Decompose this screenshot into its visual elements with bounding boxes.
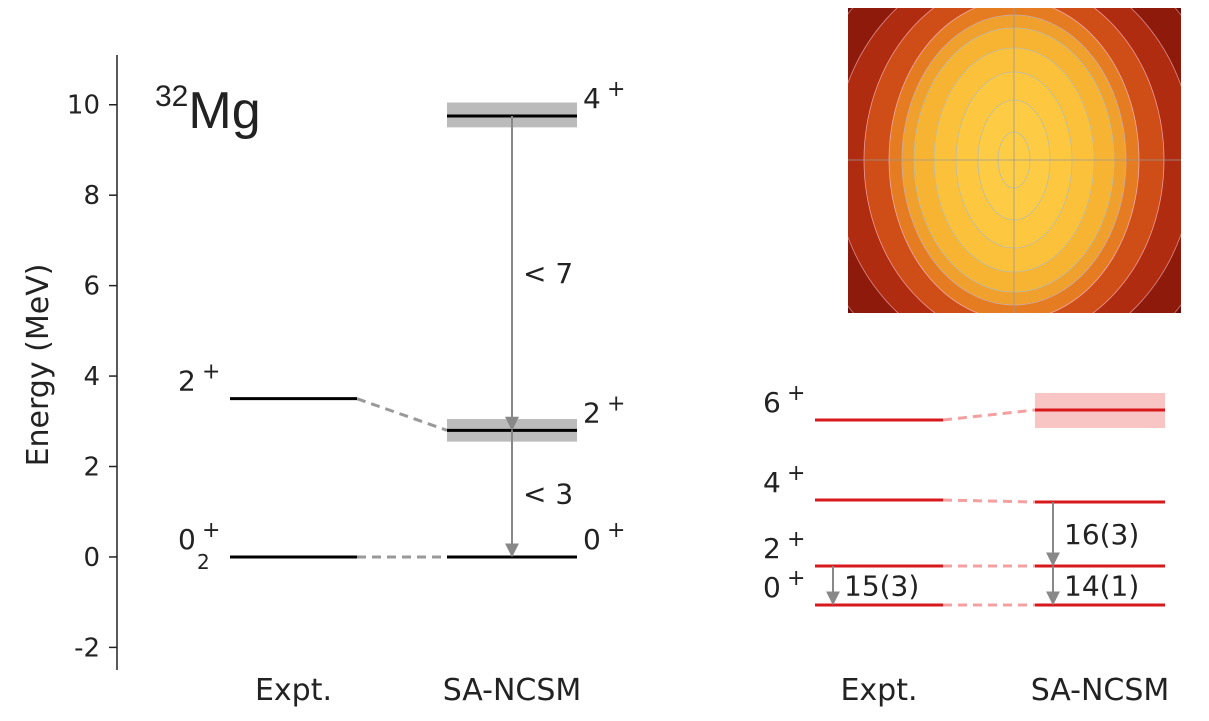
parity-label: + <box>787 381 805 406</box>
nucleus-label: 32Mg <box>155 80 261 140</box>
x-category-label: Expt. <box>255 673 332 708</box>
level-connector <box>943 410 1035 420</box>
parity-label: + <box>202 518 220 543</box>
mass-number: 32 <box>155 80 188 113</box>
spin-label: 2 <box>763 532 781 565</box>
transition-label: < 3 <box>523 478 573 511</box>
y-tick-label: 8 <box>83 181 100 211</box>
level-connector <box>943 500 1035 502</box>
spin-label: 0 <box>583 523 601 556</box>
y-axis-label: Energy (MeV) <box>21 264 56 467</box>
spin-label: 0 <box>763 571 781 604</box>
parity-label: + <box>787 527 805 552</box>
x-category-label: SA-NCSM <box>443 673 582 708</box>
y-tick-label: 10 <box>67 91 100 121</box>
x-category-label: Expt. <box>840 673 917 708</box>
spin-label: 2 <box>178 365 196 398</box>
parity-label: + <box>607 77 625 102</box>
parity-label: + <box>787 461 805 486</box>
x-category-label: SA-NCSM <box>1031 673 1170 708</box>
figure: 32Mg Energy (MeV) -20246810Expt.0+22+SA-… <box>0 0 1209 721</box>
transition-label: 15(3) <box>844 570 919 603</box>
transition-label: 14(1) <box>1064 570 1139 603</box>
y-tick-label: 4 <box>83 362 100 392</box>
element: Mg <box>188 82 260 140</box>
density-heatmap <box>799 0 1209 390</box>
level-connector <box>357 399 447 431</box>
y-tick-label: -2 <box>74 633 100 663</box>
level-index: 2 <box>197 550 210 574</box>
y-tick-label: 6 <box>83 272 100 302</box>
spin-label: 0 <box>178 523 196 556</box>
transition-label: < 7 <box>523 257 573 290</box>
spin-label: 2 <box>583 396 601 429</box>
y-tick-label: 2 <box>83 453 100 483</box>
spin-label: 6 <box>763 386 781 419</box>
spin-label: 4 <box>583 82 601 115</box>
transition-label: 16(3) <box>1064 518 1139 551</box>
parity-label: + <box>607 518 625 543</box>
y-tick-label: 0 <box>83 543 100 573</box>
parity-label: + <box>202 360 220 385</box>
spin-label: 4 <box>763 466 781 499</box>
parity-label: + <box>787 566 805 591</box>
parity-label: + <box>607 391 625 416</box>
